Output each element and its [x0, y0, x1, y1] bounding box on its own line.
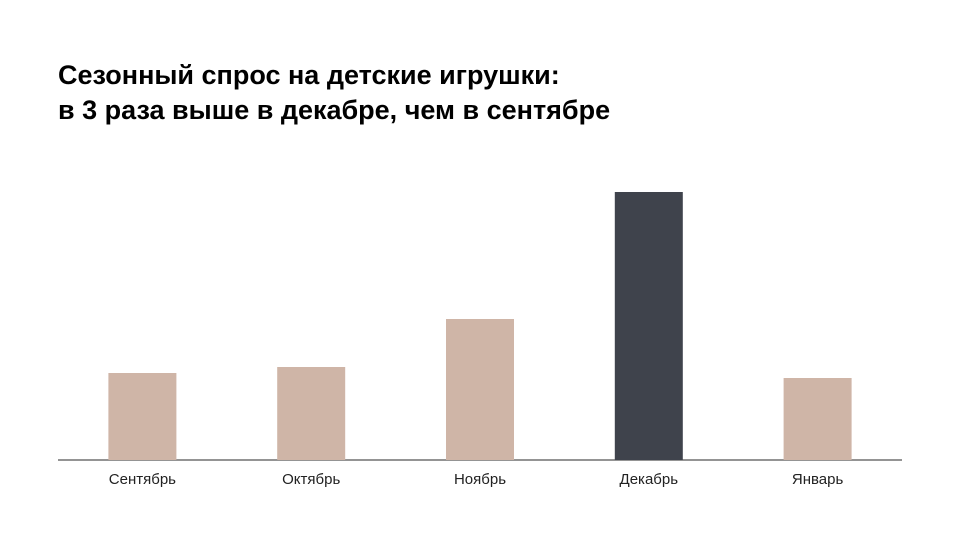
x-tick-label: Декабрь [620, 471, 679, 488]
bar [614, 192, 683, 460]
bar [446, 319, 514, 460]
x-tick-label: Октябрь [282, 471, 340, 488]
x-tick-label: Январь [792, 471, 844, 488]
chart-title: в 3 раза выше в декабре, чем в сентябре [58, 95, 610, 125]
bar [277, 367, 346, 460]
x-tick-label: Сентябрь [109, 471, 176, 488]
bar [783, 378, 852, 460]
chart-title: Сезонный спрос на детские игрушки: [58, 60, 560, 90]
bar [108, 373, 177, 460]
x-tick-label: Ноябрь [454, 471, 506, 488]
